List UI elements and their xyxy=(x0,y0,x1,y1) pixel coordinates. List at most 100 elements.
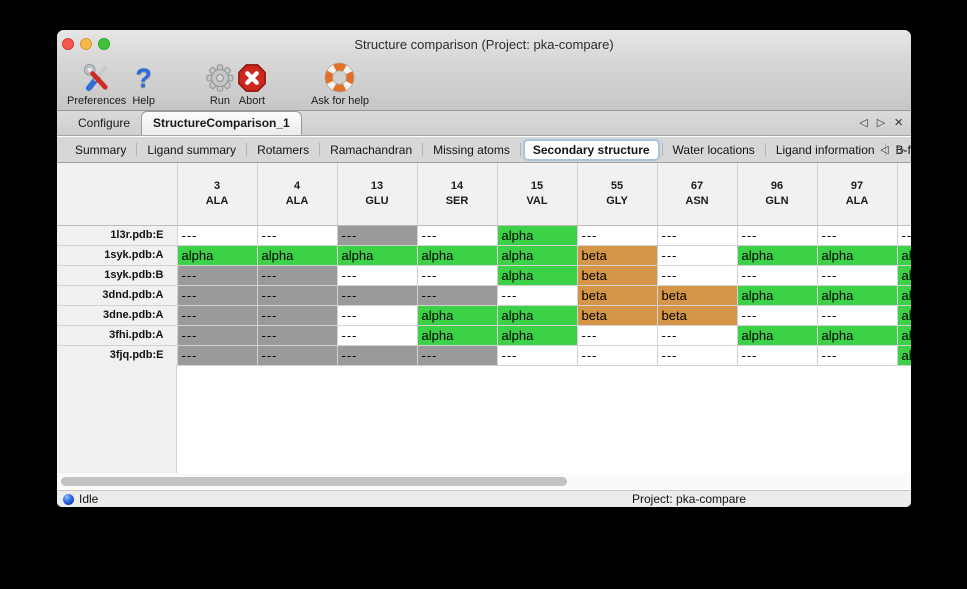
table-cell[interactable]: --- xyxy=(737,225,818,246)
table-cell[interactable]: --- xyxy=(257,305,338,326)
table-cell[interactable]: al xyxy=(897,325,911,346)
table-cell[interactable]: alpha xyxy=(737,285,818,306)
table-cell[interactable]: beta xyxy=(657,305,738,326)
table-cell[interactable]: beta xyxy=(577,245,658,266)
table-cell[interactable]: --- xyxy=(817,345,898,366)
table-cell[interactable]: --- xyxy=(497,345,578,366)
table-cell[interactable]: --- xyxy=(257,325,338,346)
table-cell[interactable]: alpha xyxy=(497,265,578,286)
row-label-1syk-pdb-a[interactable]: 1syk.pdb:A xyxy=(57,245,178,266)
column-header-4[interactable]: 4 ALA xyxy=(257,163,338,226)
tab-scroll-left-icon[interactable]: ◁ xyxy=(859,117,868,129)
table-cell[interactable]: alpha xyxy=(497,225,578,246)
table-cell[interactable]: --- xyxy=(257,265,338,286)
column-header-97[interactable]: 97 ALA xyxy=(817,163,898,226)
row-label-1syk-pdb-b[interactable]: 1syk.pdb:B xyxy=(57,265,178,286)
table-cell[interactable]: --- xyxy=(337,265,418,286)
column-header-14[interactable]: 14 SER xyxy=(417,163,498,226)
table-cell[interactable]: al xyxy=(897,345,911,366)
table-cell[interactable]: alpha xyxy=(817,325,898,346)
table-cell[interactable]: --- xyxy=(177,305,258,326)
subtab-ramachandran[interactable]: Ramachandran xyxy=(330,142,413,157)
column-header-55[interactable]: 55 GLY xyxy=(577,163,658,226)
toolbar-run[interactable]: Run xyxy=(205,61,235,107)
table-cell[interactable]: --- xyxy=(257,285,338,306)
scrollbar-thumb[interactable] xyxy=(61,477,567,486)
table-cell[interactable]: alpha xyxy=(417,245,498,266)
row-label-3fhi-pdb-a[interactable]: 3fhi.pdb:A xyxy=(57,325,178,346)
zoom-window-button[interactable] xyxy=(98,38,110,50)
table-cell[interactable]: --- xyxy=(177,265,258,286)
table-cell[interactable]: --- xyxy=(417,345,498,366)
table-cell[interactable]: alpha xyxy=(337,245,418,266)
table-cell[interactable]: alpha xyxy=(417,325,498,346)
table-cell[interactable]: --- xyxy=(737,305,818,326)
table-cell[interactable]: --- xyxy=(657,265,738,286)
row-label-1l3r-pdb-e[interactable]: 1l3r.pdb:E xyxy=(57,225,178,246)
table-cell[interactable]: alpha xyxy=(497,305,578,326)
table-cell[interactable]: --- xyxy=(737,265,818,286)
row-label-3dnd-pdb-a[interactable]: 3dnd.pdb:A xyxy=(57,285,178,306)
tab-scroll-right-icon[interactable]: ▷ xyxy=(876,117,886,129)
table-cell[interactable]: --- xyxy=(657,325,738,346)
table-cell[interactable]: --- xyxy=(577,325,658,346)
table-cell[interactable]: -- xyxy=(897,225,911,246)
subtab-water-locations[interactable]: Water locations xyxy=(672,142,755,157)
toolbar-abort[interactable]: Abort xyxy=(237,61,267,107)
subtab-missing-atoms[interactable]: Missing atoms xyxy=(433,142,510,157)
table-cell[interactable]: al xyxy=(897,285,911,306)
subtab-rotamers[interactable]: Rotamers xyxy=(257,142,310,157)
subtab-ligand-summary[interactable]: Ligand summary xyxy=(147,142,237,157)
row-label-3dne-pdb-a[interactable]: 3dne.pdb:A xyxy=(57,305,178,326)
column-header-partial[interactable] xyxy=(897,163,911,226)
column-header-3[interactable]: 3 ALA xyxy=(177,163,258,226)
column-header-67[interactable]: 67 ASN xyxy=(657,163,738,226)
table-cell[interactable]: --- xyxy=(177,225,258,246)
table-cell[interactable]: --- xyxy=(657,225,738,246)
table-cell[interactable]: --- xyxy=(417,265,498,286)
toolbar-help[interactable]: ? Help xyxy=(132,61,155,108)
table-cell[interactable]: al xyxy=(897,265,911,286)
table-cell[interactable]: --- xyxy=(737,345,818,366)
column-header-13[interactable]: 13 GLU xyxy=(337,163,418,226)
subtab-summary[interactable]: Summary xyxy=(75,142,127,157)
table-cell[interactable]: al xyxy=(897,305,911,326)
subtab-secondary-structure[interactable]: Secondary structure xyxy=(522,138,660,161)
table-cell[interactable]: --- xyxy=(657,345,738,366)
subtab-b-factors[interactable]: B-factors xyxy=(895,142,911,157)
table-cell[interactable]: alpha xyxy=(737,325,818,346)
tab-close-icon[interactable]: × xyxy=(894,114,903,131)
table-cell[interactable]: --- xyxy=(577,225,658,246)
table-cell[interactable]: --- xyxy=(337,345,418,366)
table-cell[interactable]: beta xyxy=(657,285,738,306)
table-cell[interactable]: --- xyxy=(497,285,578,306)
table-cell[interactable]: --- xyxy=(417,285,498,306)
table-cell[interactable]: --- xyxy=(177,345,258,366)
column-header-96[interactable]: 96 GLN xyxy=(737,163,818,226)
table-cell[interactable]: --- xyxy=(817,225,898,246)
table-cell[interactable]: --- xyxy=(337,225,418,246)
table-cell[interactable]: beta xyxy=(577,265,658,286)
table-cell[interactable]: --- xyxy=(177,285,258,306)
table-cell[interactable]: --- xyxy=(417,225,498,246)
subtab-ligand-information[interactable]: Ligand information xyxy=(775,142,875,157)
table-cell[interactable]: --- xyxy=(177,325,258,346)
row-label-3fjq-pdb-e[interactable]: 3fjq.pdb:E xyxy=(57,345,178,366)
table-cell[interactable]: --- xyxy=(577,345,658,366)
close-window-button[interactable] xyxy=(62,38,74,50)
table-cell[interactable]: alpha xyxy=(497,245,578,266)
toolbar-ask-for-help[interactable]: Ask for help xyxy=(311,61,369,107)
table-cell[interactable]: alpha xyxy=(497,325,578,346)
table-cell[interactable]: --- xyxy=(657,245,738,266)
column-header-15[interactable]: 15 VAL xyxy=(497,163,578,226)
table-cell[interactable]: alpha xyxy=(817,285,898,306)
table-cell[interactable]: --- xyxy=(337,305,418,326)
table-cell[interactable]: beta xyxy=(577,285,658,306)
subtab-scroll-left-icon[interactable]: ◁ xyxy=(880,143,889,156)
table-cell[interactable]: --- xyxy=(337,285,418,306)
minimize-window-button[interactable] xyxy=(80,38,92,50)
subtab-scroll-right-icon[interactable]: ▷ xyxy=(896,143,905,156)
table-cell[interactable]: alpha xyxy=(177,245,258,266)
table-cell[interactable]: beta xyxy=(577,305,658,326)
table-cell[interactable]: --- xyxy=(257,225,338,246)
